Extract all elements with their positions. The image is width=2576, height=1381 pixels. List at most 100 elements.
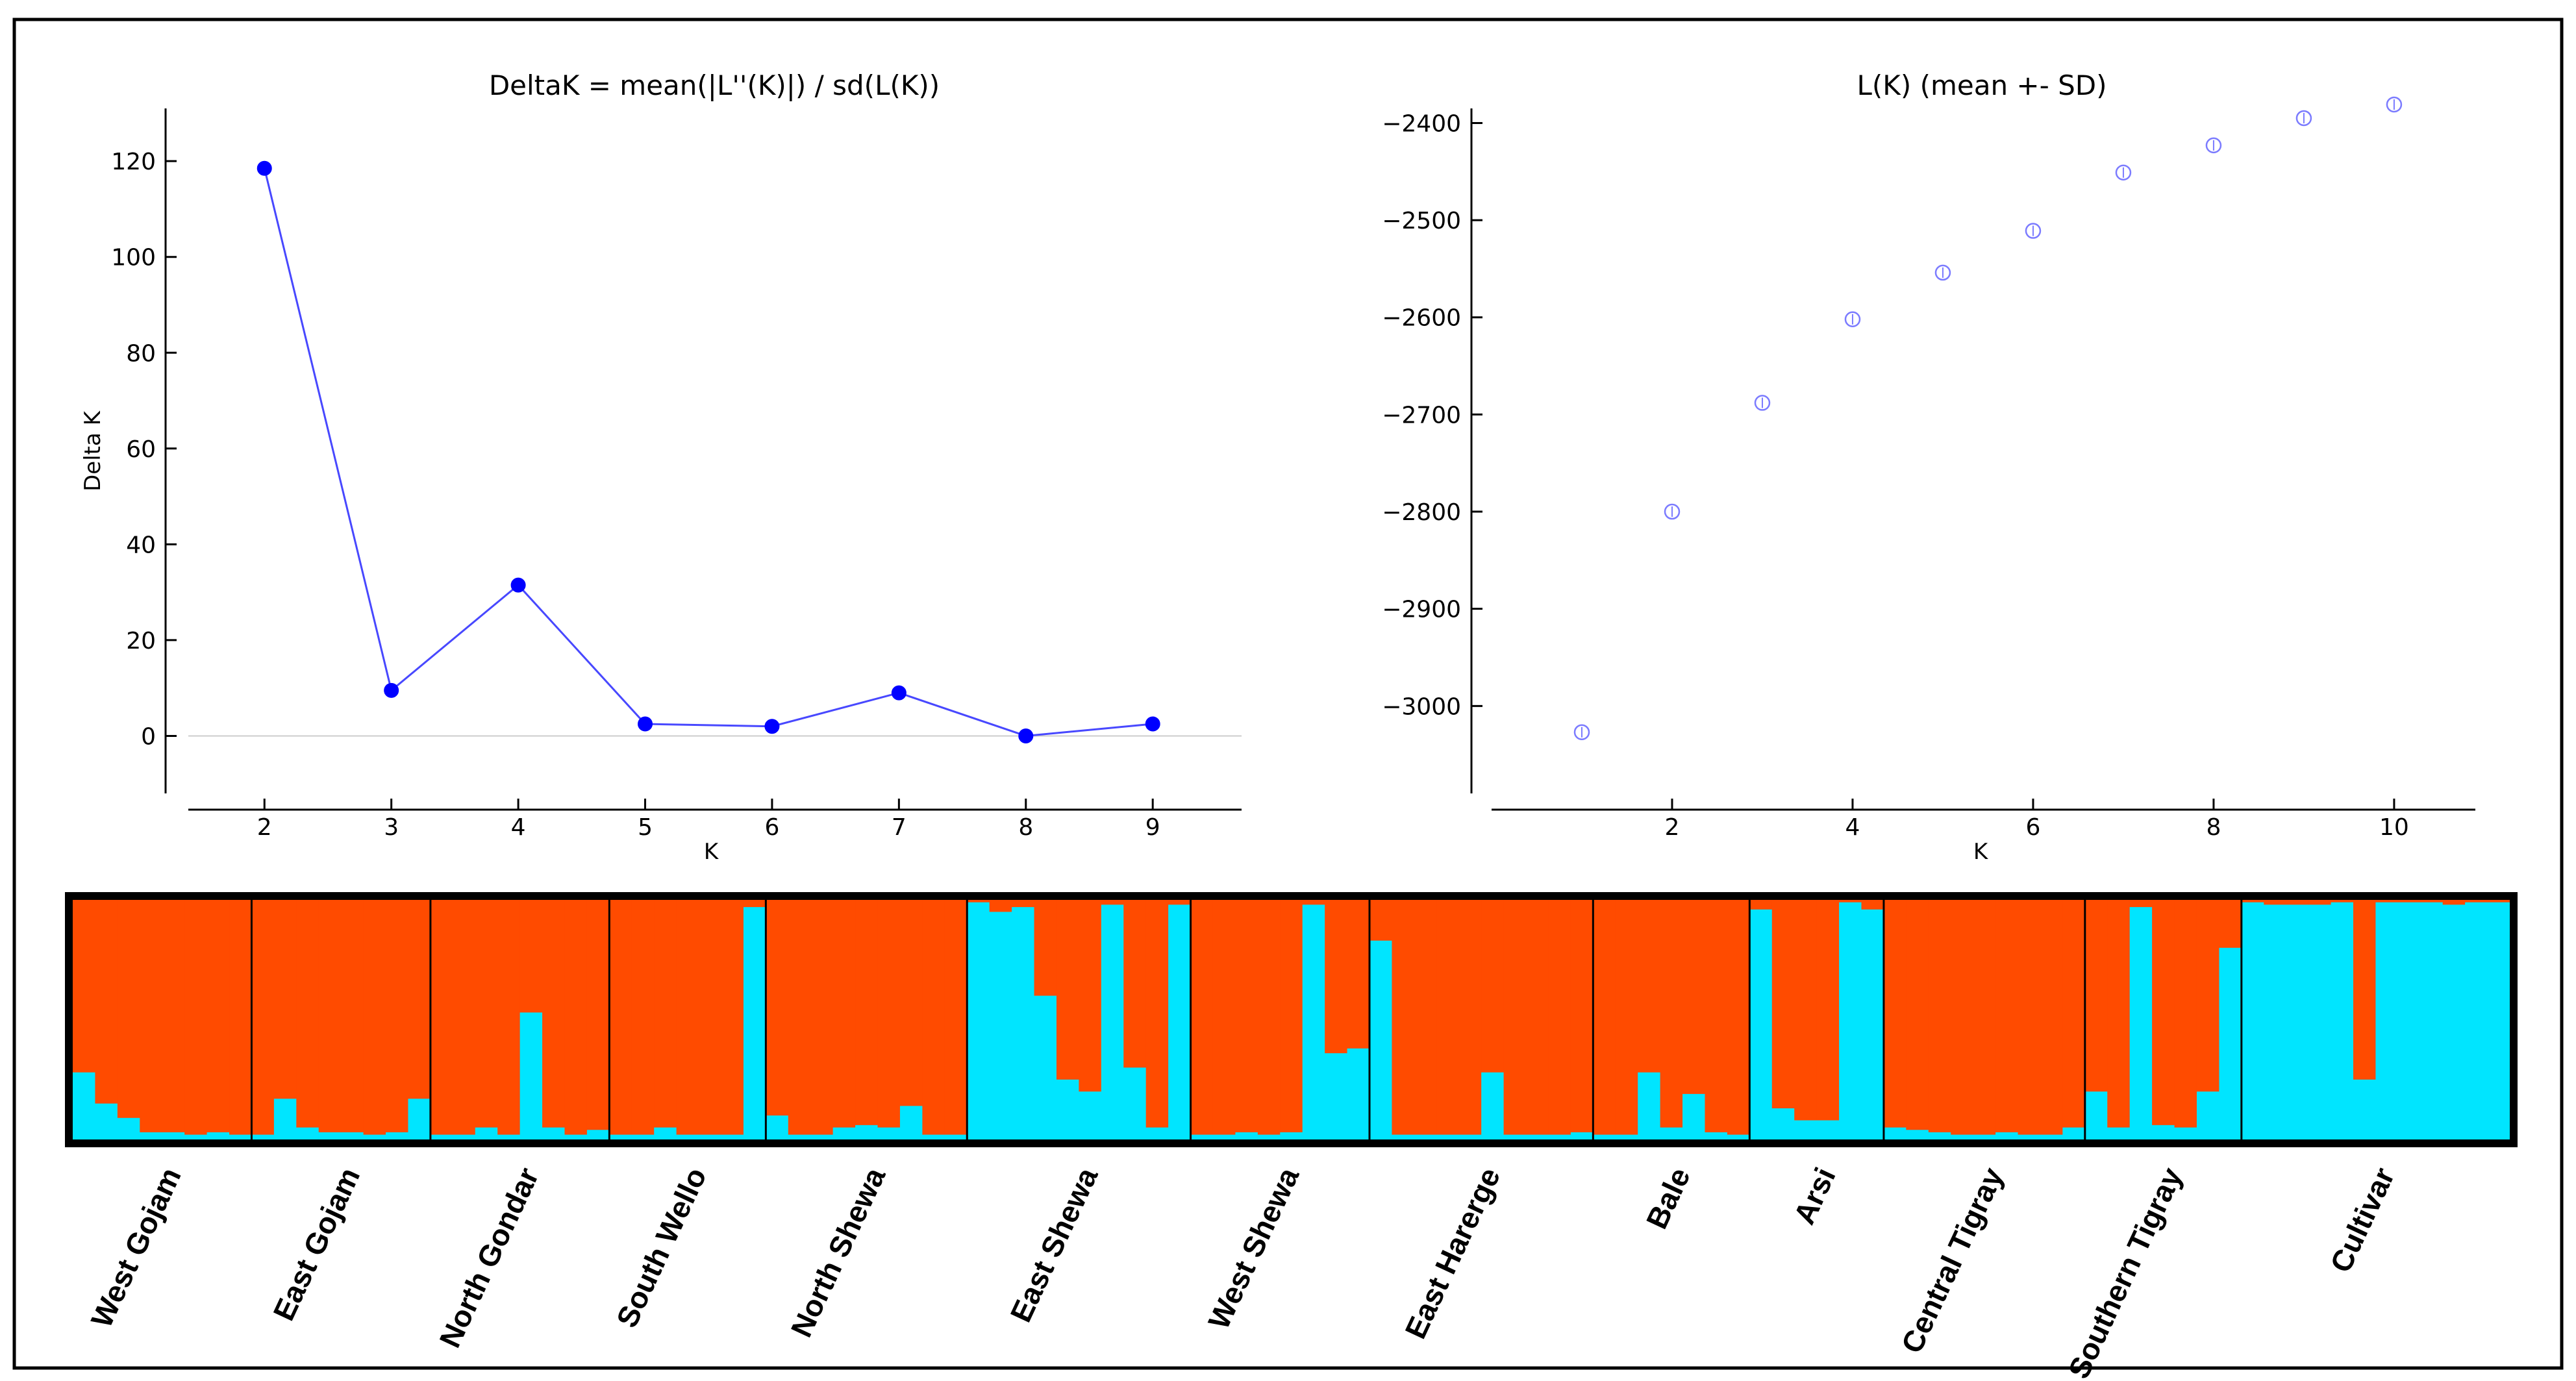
admixture-bar-cluster2 bbox=[318, 900, 342, 1132]
admixture-bar-cluster1 bbox=[676, 1134, 699, 1139]
admixture-bar-cluster1 bbox=[2331, 902, 2354, 1139]
admixture-bar-cluster2 bbox=[1928, 900, 1951, 1132]
admixture-bar-cluster1 bbox=[810, 1134, 834, 1139]
admixture-bar-cluster2 bbox=[363, 900, 386, 1135]
delta-k-y-tick-label: 40 bbox=[126, 532, 156, 558]
admixture-bar-cluster1 bbox=[1145, 1127, 1169, 1139]
admixture-bar-cluster1 bbox=[2241, 902, 2264, 1139]
admixture-bar-cluster2 bbox=[2062, 900, 2086, 1128]
admixture-bar-cluster1 bbox=[1951, 1134, 1974, 1139]
admixture-bar-cluster1 bbox=[1883, 1127, 1907, 1139]
admixture-bar-cluster1 bbox=[564, 1134, 588, 1139]
admixture-bar-cluster2 bbox=[832, 900, 856, 1128]
delta-k-x-tick-label: 4 bbox=[511, 814, 526, 841]
admixture-plot: West Gojam East Gojam North Gondar South We… bbox=[65, 892, 2518, 1381]
admixture-bar-cluster1 bbox=[2264, 904, 2287, 1139]
admixture-bar-cluster2 bbox=[1414, 900, 1437, 1135]
lk-x-tick-label: 8 bbox=[2206, 814, 2221, 841]
admixture-bar-cluster1 bbox=[117, 1117, 140, 1139]
admixture-bar-cluster1 bbox=[1682, 1093, 1706, 1139]
lk-x-label: K bbox=[1973, 839, 1989, 865]
delta-k-y-tick-label: 120 bbox=[111, 149, 156, 175]
admixture-bar-cluster2 bbox=[2196, 900, 2220, 1092]
admixture-bar-cluster1 bbox=[386, 1132, 409, 1139]
admixture-bar-cluster1 bbox=[2375, 902, 2399, 1139]
admixture-bar-cluster1 bbox=[73, 1072, 96, 1139]
lk-point bbox=[2205, 137, 2222, 154]
delta-k-series-line bbox=[263, 168, 1153, 737]
admixture-bar-cluster2 bbox=[609, 900, 632, 1135]
admixture-bar-cluster2 bbox=[229, 900, 253, 1135]
admixture-bar-cluster1 bbox=[743, 907, 766, 1139]
delta-k-y-tick-label: 80 bbox=[126, 340, 156, 367]
admixture-bar-cluster2 bbox=[2487, 900, 2510, 902]
admixture-bar-cluster1 bbox=[1392, 1134, 1415, 1139]
admixture-bar-cluster2 bbox=[1749, 900, 1773, 910]
admixture-bar-cluster1 bbox=[721, 1134, 744, 1139]
delta-k-y-label: Delta K bbox=[80, 410, 106, 491]
admixture-bar-cluster2 bbox=[1615, 900, 1638, 1135]
admixture-bar-cluster1 bbox=[1034, 995, 1057, 1139]
lk-x-tick-label: 2 bbox=[1665, 814, 1680, 841]
admixture-bar-cluster2 bbox=[162, 900, 185, 1132]
admixture-bar-cluster1 bbox=[273, 1099, 297, 1139]
admixture-bar-cluster1 bbox=[1995, 1132, 2019, 1139]
lk-y-tick-label: −2600 bbox=[1382, 305, 1461, 332]
admixture-bar-cluster2 bbox=[1280, 900, 1303, 1132]
admixture-bar-cluster2 bbox=[989, 900, 1012, 912]
admixture-bar-cluster1 bbox=[1369, 940, 1393, 1139]
admixture-bar-cluster2 bbox=[1012, 900, 1035, 908]
admixture-bar-cluster2 bbox=[586, 900, 610, 1130]
admixture-bar-cluster2 bbox=[922, 900, 945, 1135]
admixture-bar-cluster2 bbox=[2286, 900, 2309, 905]
lk-point bbox=[2115, 164, 2132, 181]
lk-chart: L(K) (mean +- SD) −3000 −2900 −2800 −2700 −2… bbox=[1382, 69, 2475, 865]
admixture-bar-cluster1 bbox=[1436, 1134, 1460, 1139]
admixture-bar-cluster1 bbox=[1526, 1134, 1549, 1139]
admixture-bar-cluster1 bbox=[2420, 902, 2444, 1139]
admixture-bar-cluster1 bbox=[1749, 909, 1773, 1139]
admixture-bar-cluster2 bbox=[1056, 900, 1080, 1080]
admixture-bar-cluster2 bbox=[475, 900, 498, 1128]
admixture-bar-cluster2 bbox=[1212, 900, 1236, 1135]
admixture-bar-cluster2 bbox=[497, 900, 521, 1135]
admixture-bar-cluster1 bbox=[1638, 1072, 1661, 1139]
admixture-bar-cluster2 bbox=[2129, 900, 2153, 908]
admixture-bar-cluster2 bbox=[2420, 900, 2444, 902]
admixture-bar-cluster1 bbox=[1079, 1091, 1102, 1139]
admixture-bar-cluster2 bbox=[1235, 900, 1258, 1132]
admixture-bar-cluster1 bbox=[2219, 947, 2242, 1139]
admixture-bar-cluster1 bbox=[2308, 904, 2332, 1139]
delta-k-y-tick-label: 0 bbox=[141, 723, 156, 750]
admixture-bar-cluster1 bbox=[2062, 1127, 2086, 1139]
admixture-bar-cluster2 bbox=[1816, 900, 1840, 1121]
admixture-bar-cluster2 bbox=[1168, 900, 1192, 905]
admixture-bar-cluster2 bbox=[408, 900, 431, 1099]
admixture-bar-cluster1 bbox=[899, 1106, 923, 1139]
admixture-bar-cluster2 bbox=[1257, 900, 1281, 1135]
admixture-bar-cluster1 bbox=[631, 1134, 655, 1139]
admixture-bar-cluster2 bbox=[2241, 900, 2264, 902]
admixture-bar-cluster1 bbox=[1123, 1067, 1147, 1139]
admixture-bar-cluster1 bbox=[788, 1134, 811, 1139]
admixture-bar-cluster1 bbox=[1168, 904, 1192, 1139]
admixture-bar-cluster2 bbox=[2107, 900, 2131, 1128]
admixture-bar-cluster2 bbox=[1123, 900, 1147, 1068]
admixture-bar-cluster2 bbox=[1638, 900, 1661, 1073]
delta-k-x-tick-label: 7 bbox=[892, 814, 907, 841]
admixture-bar-cluster2 bbox=[855, 900, 879, 1125]
lk-x-tick-label: 6 bbox=[2025, 814, 2040, 841]
admixture-bar-cluster2 bbox=[1906, 900, 1929, 1130]
admixture-bar-cluster1 bbox=[1212, 1134, 1236, 1139]
admixture-bar-cluster2 bbox=[251, 900, 275, 1135]
delta-k-point bbox=[764, 719, 780, 734]
admixture-bar-cluster2 bbox=[1458, 900, 1482, 1135]
admixture-bar-cluster2 bbox=[184, 900, 208, 1135]
lk-point bbox=[1934, 264, 1951, 281]
admixture-bar-cluster1 bbox=[162, 1132, 185, 1139]
admixture-bar-cluster1 bbox=[2174, 1127, 2197, 1139]
admixture-bar-cluster1 bbox=[2129, 907, 2153, 1139]
admixture-bar-cluster1 bbox=[363, 1134, 386, 1139]
admixture-bar-cluster1 bbox=[318, 1132, 342, 1139]
